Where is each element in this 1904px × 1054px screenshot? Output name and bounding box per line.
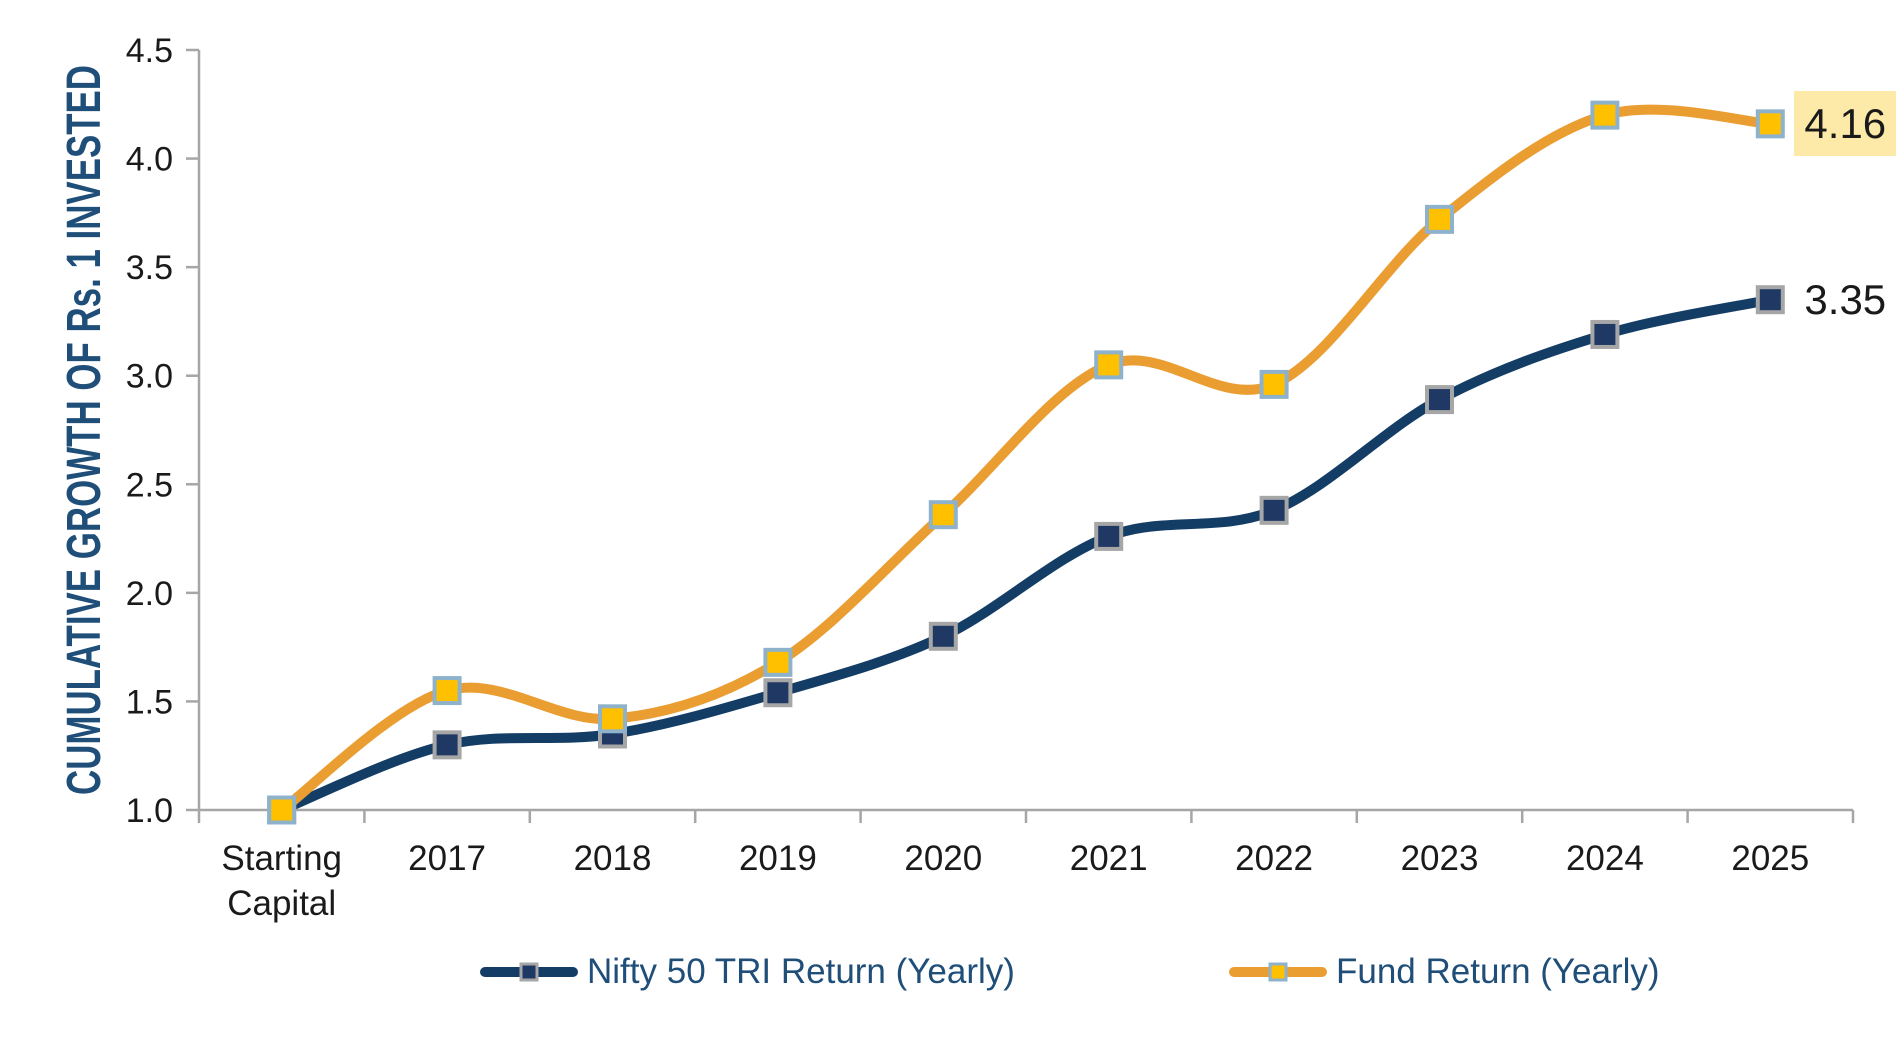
fund-legend-marker-icon — [1229, 962, 1327, 982]
fund-return-yearly-marker — [1755, 109, 1785, 139]
nifty-50-tri-return-yearly-marker — [1425, 385, 1454, 415]
y-tick-label: 4.5 — [126, 32, 173, 70]
fund-return-yearly-marker — [1425, 204, 1454, 234]
y-tick-label: 1.0 — [126, 792, 173, 830]
x-category-label: 2018 — [574, 839, 652, 878]
fund-return-yearly-marker — [763, 647, 793, 677]
x-category-label: 2024 — [1566, 839, 1644, 878]
x-category-label: 2023 — [1401, 839, 1479, 878]
x-category-label: 2021 — [1070, 839, 1148, 878]
fund-return-yearly-marker — [1259, 369, 1289, 399]
nifty-end-value-label: 3.35 — [1804, 275, 1887, 323]
legend-item-nifty: Nifty 50 TRI Return (Yearly) — [480, 950, 1015, 994]
x-category-label: 2025 — [1731, 839, 1809, 878]
legend-item-fund: Fund Return (Yearly) — [1229, 950, 1660, 994]
x-category-label: 2017 — [408, 839, 486, 878]
y-tick-label: 3.5 — [126, 249, 173, 287]
fund-return-yearly-line — [276, 104, 1776, 815]
nifty-50-tri-return-yearly-line — [276, 294, 1776, 815]
y-tick-label: 2.0 — [126, 575, 173, 613]
fund-return-yearly-marker — [928, 500, 958, 530]
nifty-legend-marker-icon — [480, 962, 578, 982]
nifty-legend-label: Nifty 50 TRI Return (Yearly) — [587, 952, 1015, 991]
y-tick-label: 1.5 — [126, 683, 173, 721]
x-category-label: 2020 — [904, 839, 982, 878]
y-tick-label: 3.0 — [126, 358, 173, 396]
y-tick-label: 2.5 — [126, 466, 173, 504]
fund-return-yearly-marker — [1590, 100, 1620, 130]
nifty-50-tri-return-yearly-marker — [928, 621, 958, 651]
nifty-50-tri-return-yearly-marker — [432, 730, 462, 760]
x-category-label: 2022 — [1235, 839, 1313, 878]
y-tick-label: 4.0 — [126, 141, 173, 179]
fund-return-yearly-marker — [1094, 350, 1124, 380]
nifty-50-tri-return-yearly-marker — [1259, 495, 1289, 525]
nifty-50-tri-return-yearly-marker — [1755, 285, 1785, 315]
nifty-50-tri-return-yearly-marker — [1094, 521, 1124, 551]
x-category-label: 2019 — [739, 839, 817, 878]
y-axis-title: CUMULATIVE GROWTH OF Rs. 1 INVESTED — [58, 65, 111, 795]
fund-legend-label: Fund Return (Yearly) — [1336, 952, 1660, 991]
fund-return-yearly-marker — [598, 704, 627, 734]
fund-return-yearly-marker — [267, 795, 297, 825]
nifty-50-tri-return-yearly-marker — [1590, 319, 1620, 349]
nifty-50-tri-return-yearly-marker — [763, 678, 793, 708]
fund-return-yearly-marker — [432, 676, 462, 706]
x-category-label: Starting Capital — [221, 839, 342, 923]
fund-end-value-label: 4.16 — [1794, 91, 1897, 157]
